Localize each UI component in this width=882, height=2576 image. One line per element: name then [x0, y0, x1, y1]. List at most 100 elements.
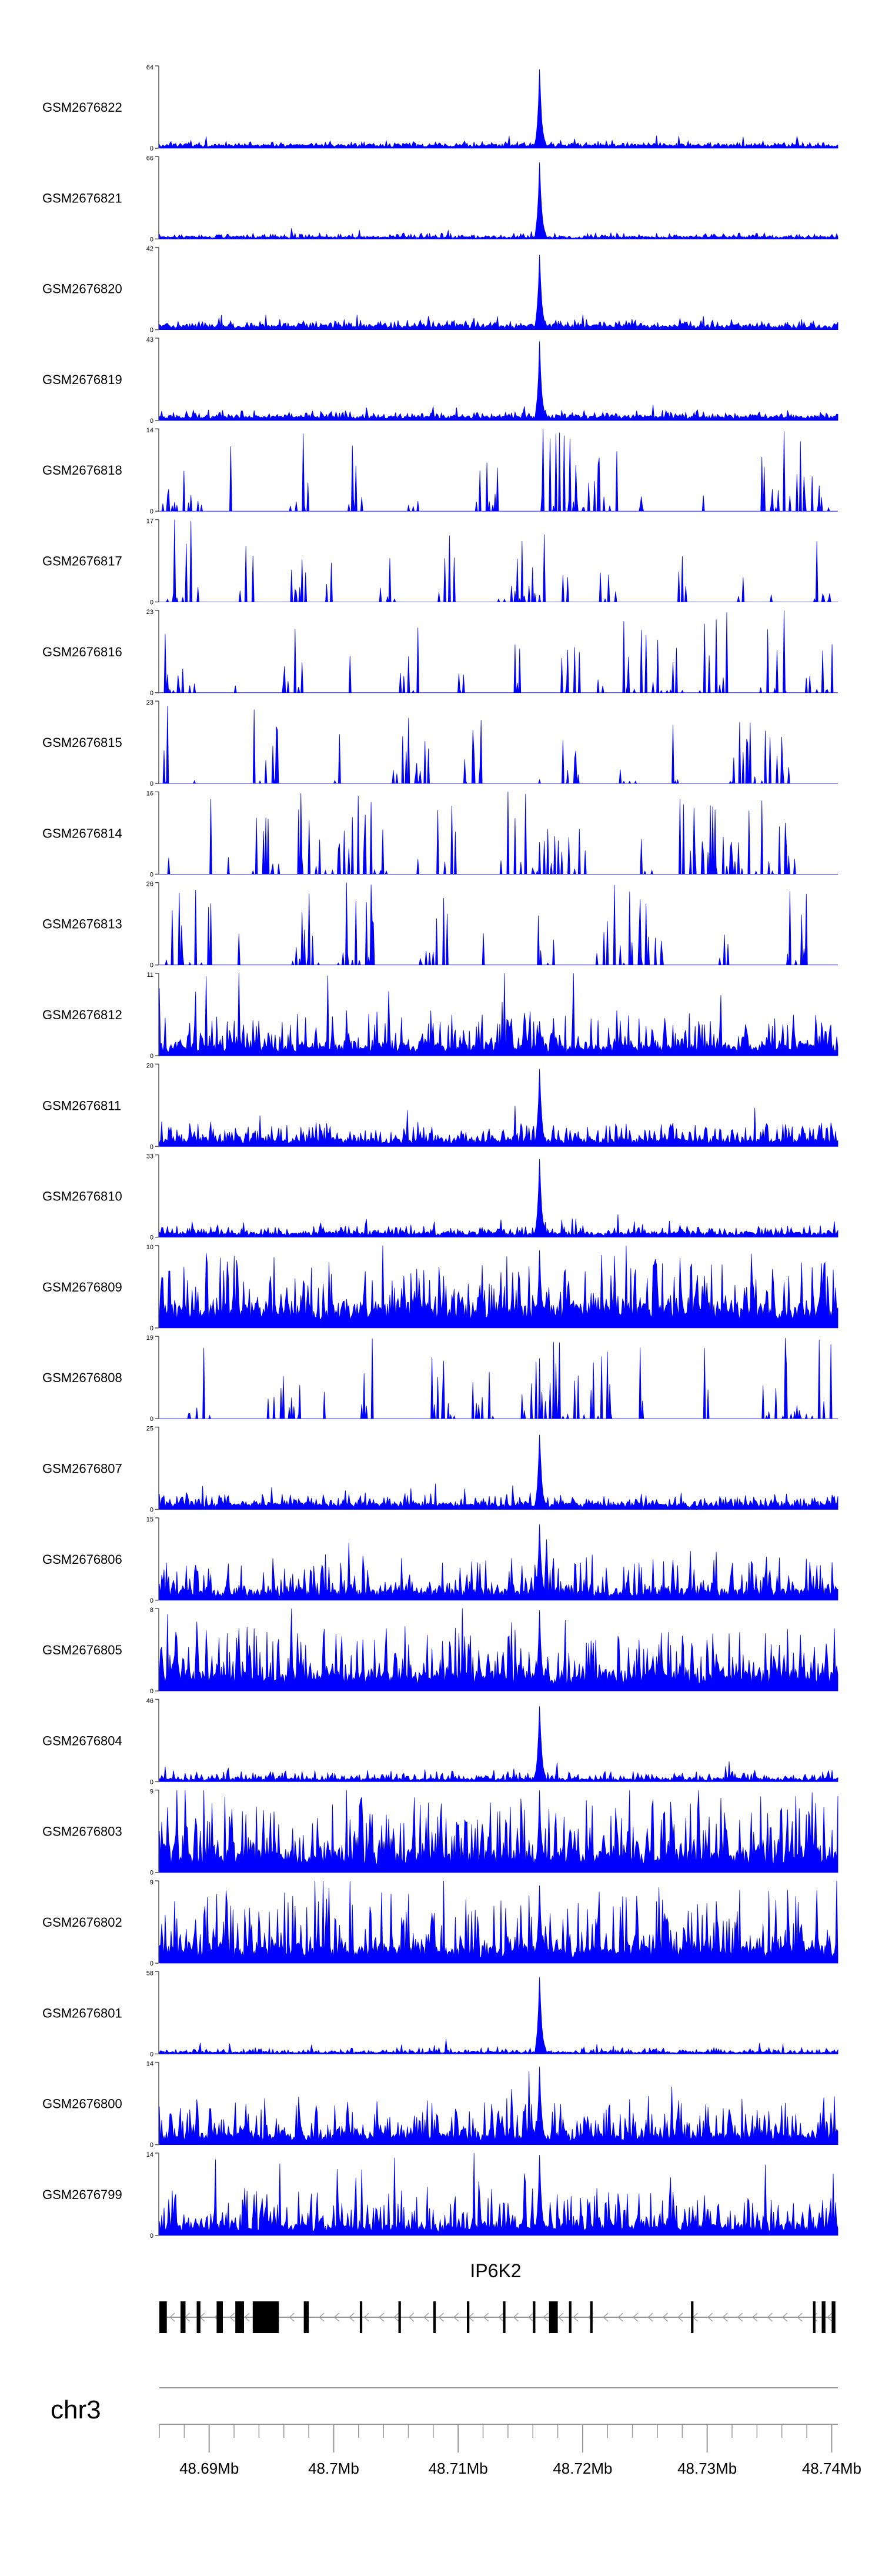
- track-ymax-label: 9: [150, 1879, 153, 1886]
- track-ymax-label: 10: [146, 1244, 153, 1251]
- track-ymax-label: 42: [146, 246, 153, 253]
- exon-block: [398, 2301, 401, 2333]
- strand-arrow: [617, 2313, 623, 2322]
- axis-tick-label: 48.74Mb: [802, 2460, 861, 2477]
- strand-arrow: [632, 2313, 639, 2322]
- track-label: GSM2676812: [42, 1007, 122, 1022]
- track-GSM2676815: GSM2676815 23 0: [42, 699, 838, 788]
- strand-arrow: [423, 2313, 429, 2322]
- track-label: GSM2676820: [42, 282, 122, 296]
- strand-arrow: [662, 2313, 669, 2322]
- track-label: GSM2676805: [42, 1643, 122, 1657]
- track-ymax-label: 33: [146, 1153, 153, 1160]
- track-GSM2676813: GSM2676813 26 0: [42, 881, 838, 969]
- strand-arrow: [767, 2313, 773, 2322]
- track-label: GSM2676814: [42, 826, 122, 840]
- track-label: GSM2676803: [42, 1824, 122, 1839]
- track-ymin-label: 0: [150, 1234, 153, 1242]
- strand-arrow: [453, 2313, 459, 2322]
- strand-arrow: [557, 2313, 564, 2322]
- track-GSM2676822: GSM2676822 64 0: [42, 64, 838, 152]
- track-ymax-label: 64: [146, 64, 153, 71]
- track-label: GSM2676806: [42, 1552, 122, 1567]
- exon-block: [821, 2301, 826, 2333]
- signal-area: [159, 706, 838, 785]
- track-ymin-label: 0: [150, 1143, 153, 1150]
- strand-arrow: [573, 2313, 579, 2322]
- strand-arrow: [543, 2313, 549, 2322]
- signal-area: [159, 255, 838, 330]
- strand-arrow: [752, 2313, 758, 2322]
- track-ymin-label: 0: [150, 1053, 153, 1060]
- axis-tick-label: 48.71Mb: [429, 2460, 488, 2477]
- track-ymax-label: 23: [146, 699, 153, 706]
- track-ymin-label: 0: [150, 2142, 153, 2149]
- strand-arrow: [378, 2313, 385, 2322]
- track-GSM2676804: GSM2676804 46 0: [42, 1697, 838, 1786]
- strand-arrow: [528, 2313, 534, 2322]
- signal-area: [159, 341, 838, 421]
- track-label: GSM2676822: [42, 100, 122, 115]
- track-label: GSM2676815: [42, 735, 122, 750]
- exon-block: [590, 2301, 593, 2333]
- track-label: GSM2676810: [42, 1189, 122, 1204]
- track-GSM2676808: GSM2676808 19 0: [42, 1334, 838, 1423]
- signal-area: [159, 519, 838, 602]
- track-label: GSM2676817: [42, 554, 122, 569]
- track-ymin-label: 0: [150, 236, 153, 243]
- exon-block: [196, 2301, 201, 2333]
- signal-area: [159, 429, 838, 512]
- track-ymax-label: 17: [146, 518, 153, 525]
- strand-arrow: [781, 2313, 788, 2322]
- exon-block: [813, 2301, 816, 2333]
- strand-arrow: [169, 2313, 175, 2322]
- axis-tick-label: 48.73Mb: [677, 2460, 737, 2477]
- strand-arrow: [827, 2313, 833, 2322]
- track-ymin-label: 0: [150, 1507, 153, 1514]
- exon-block: [503, 2301, 506, 2333]
- track-GSM2676803: GSM2676803 9 0: [42, 1788, 838, 1877]
- track-label: GSM2676816: [42, 645, 122, 659]
- track-label: GSM2676801: [42, 2006, 122, 2020]
- track-label: GSM2676811: [42, 1098, 121, 1113]
- signal-area: [159, 1790, 838, 1873]
- track-GSM2676810: GSM2676810 33 0: [42, 1153, 838, 1242]
- signal-area: [159, 1609, 838, 1691]
- strand-arrow: [722, 2313, 728, 2322]
- signal-area: [159, 1524, 838, 1601]
- track-GSM2676799: GSM2676799 14 0: [42, 2151, 838, 2240]
- exon-block: [159, 2301, 167, 2333]
- gene-name-label: IP6K2: [470, 2260, 521, 2281]
- strand-arrow: [498, 2313, 504, 2322]
- track-ymin-label: 0: [150, 2233, 153, 2240]
- track-ymin-label: 0: [150, 1778, 153, 1786]
- strand-arrow: [513, 2313, 519, 2322]
- signal-area: [159, 1069, 838, 1147]
- track-label: GSM2676799: [42, 2187, 122, 2202]
- signal-area: [159, 792, 838, 875]
- track-GSM2676809: GSM2676809 10 0: [42, 1244, 838, 1332]
- axis-tick-label: 48.69Mb: [179, 2460, 239, 2477]
- track-ymin-label: 0: [150, 1688, 153, 1695]
- track-label: GSM2676807: [42, 1461, 122, 1476]
- track-GSM2676814: GSM2676814 16 0: [42, 790, 838, 878]
- strand-arrow: [603, 2313, 609, 2322]
- track-label: GSM2676813: [42, 917, 122, 932]
- strand-arrow: [811, 2313, 818, 2322]
- track-label: GSM2676809: [42, 1280, 122, 1294]
- track-label: GSM2676808: [42, 1370, 122, 1385]
- track-GSM2676817: GSM2676817 17 0: [42, 518, 838, 606]
- exon-block: [359, 2301, 363, 2333]
- strand-arrow: [483, 2313, 489, 2322]
- track-ymin-label: 0: [150, 508, 153, 515]
- track-label: GSM2676821: [42, 191, 122, 205]
- track-ymin-label: 0: [150, 1960, 153, 1967]
- strand-arrow: [797, 2313, 803, 2322]
- genome-axis: chr3 48.69Mb 48.7Mb 48.71Mb 48.72Mb 48.73Mb 48…: [51, 2387, 861, 2477]
- signal-area: [159, 69, 838, 149]
- signal-area: [159, 162, 838, 239]
- exon-block: [303, 2301, 309, 2333]
- strand-arrow: [244, 2313, 250, 2322]
- track-GSM2676811: GSM2676811 20 0: [42, 1062, 838, 1150]
